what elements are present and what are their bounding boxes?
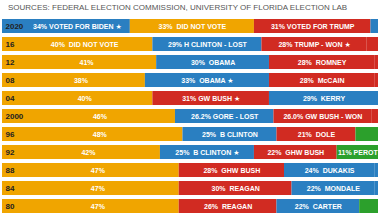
svg-text:22% CARTER: 22% CARTER (295, 203, 342, 210)
svg-text:29% KERRY: 29% KERRY (303, 95, 345, 102)
svg-text:30% REAGAN: 30% REAGAN (212, 185, 260, 192)
svg-text:25% B CLINTON ★: 25% B CLINTON ★ (175, 149, 239, 156)
svg-text:11% PEROT: 11% PEROT (338, 149, 378, 156)
svg-text:2000: 2000 (6, 112, 24, 121)
svg-text:26.2% GORE - LOST: 26.2% GORE - LOST (191, 113, 259, 120)
svg-text:28% ROMNEY: 28% ROMNEY (298, 59, 347, 66)
svg-text:08: 08 (6, 76, 15, 85)
html-text:SOURCES: FEDERAL ELECTION COMM: SOURCES: FEDERAL ELECTION COMMISSION, UN… (8, 3, 348, 12)
svg-text:29% H CLINTON - LOST: 29% H CLINTON - LOST (168, 41, 248, 48)
svg-text:40%: 40% (78, 95, 93, 102)
svg-text:40% DID NOT VOTE: 40% DID NOT VOTE (51, 41, 119, 48)
svg-text:26.0% GW BUSH - WON: 26.0% GW BUSH - WON (283, 113, 362, 120)
svg-text:33% OBAMA ★: 33% OBAMA ★ (181, 77, 233, 84)
svg-text:24% DUKAKIS: 24% DUKAKIS (305, 167, 355, 174)
svg-text:47%: 47% (91, 203, 106, 210)
svg-text:22% MONDALE: 22% MONDALE (307, 185, 361, 192)
svg-text:04: 04 (6, 94, 15, 103)
svg-text:28% TRUMP - WON ★: 28% TRUMP - WON ★ (278, 41, 350, 48)
svg-text:26% REAGAN: 26% REAGAN (204, 203, 252, 210)
svg-text:31% GW BUSH ★: 31% GW BUSH ★ (182, 95, 240, 102)
svg-text:25% B CLINTON: 25% B CLINTON (202, 131, 258, 138)
svg-text:42%: 42% (81, 149, 96, 156)
svg-text:41%: 41% (80, 59, 95, 66)
svg-text:47%: 47% (91, 185, 106, 192)
svg-text:96: 96 (6, 130, 15, 139)
svg-text:31% VOTED FOR TRUMP: 31% VOTED FOR TRUMP (271, 23, 355, 30)
svg-text:21% DOLE: 21% DOLE (298, 131, 336, 138)
svg-text:30% OBAMA: 30% OBAMA (191, 59, 235, 66)
svg-text:46%: 46% (93, 113, 108, 120)
svg-text:47%: 47% (91, 167, 106, 174)
svg-text:16: 16 (6, 40, 15, 49)
svg-text:92: 92 (6, 148, 15, 157)
svg-text:33% DID NOT VOTE: 33% DID NOT VOTE (159, 23, 227, 30)
svg-text:38%: 38% (74, 77, 89, 84)
svg-text:34% VOTED FOR BIDEN ★: 34% VOTED FOR BIDEN ★ (33, 23, 122, 30)
svg-text:22% GHW BUSH: 22% GHW BUSH (267, 149, 324, 156)
svg-text:12: 12 (6, 58, 15, 67)
svg-text:84: 84 (6, 184, 15, 193)
svg-text:80: 80 (6, 202, 15, 211)
svg-text:48%: 48% (93, 131, 108, 138)
svg-text:88: 88 (6, 166, 15, 175)
svg-text:2020: 2020 (6, 22, 24, 31)
svg-text:28% GHW BUSH: 28% GHW BUSH (203, 167, 260, 174)
svg-text:28% McCAIN: 28% McCAIN (300, 77, 345, 84)
